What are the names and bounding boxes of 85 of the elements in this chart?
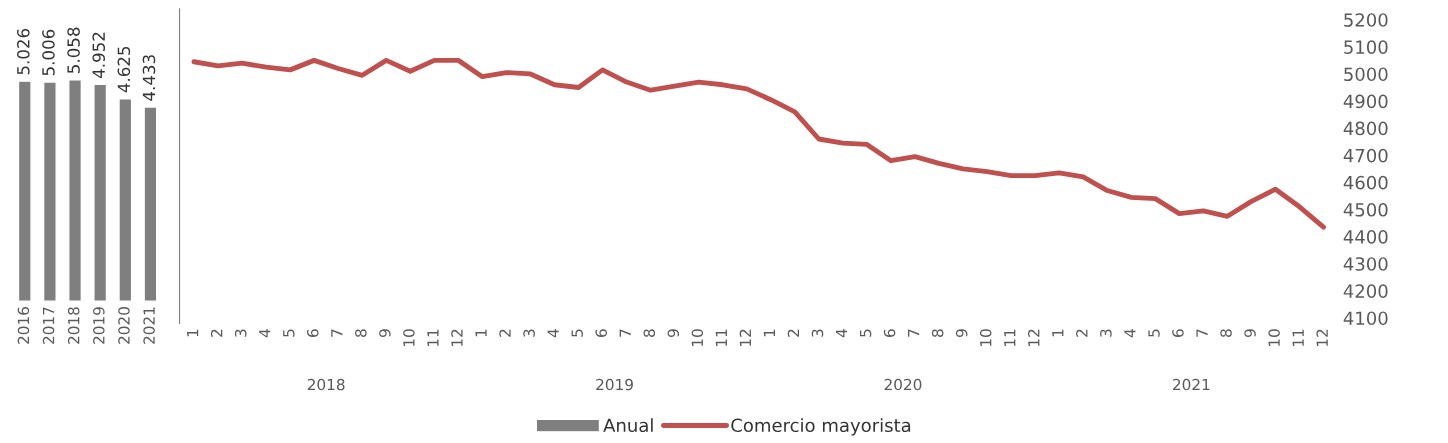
bar — [93, 83, 108, 302]
x-tick-label: 6 — [883, 329, 896, 337]
x-tick-label: 8 — [1220, 329, 1232, 337]
x-tick-label: 4 — [547, 329, 559, 338]
x-tick-label: 12 — [1028, 329, 1040, 347]
x-tick-label: 2021 — [143, 307, 155, 344]
x-tick-label: 11 — [1004, 329, 1016, 347]
x-tick-label: 8 — [643, 329, 656, 337]
bar — [42, 81, 57, 302]
y-tick-label: 4400 — [1343, 230, 1388, 244]
data-label: 4.952 — [92, 32, 106, 79]
x-tick-label: 3 — [234, 329, 247, 337]
x-tick-label: 12 — [451, 329, 463, 347]
x-tick-label: 3 — [811, 329, 824, 337]
y-tick-label: 4800 — [1343, 121, 1388, 136]
x-tick-label: 4 — [259, 329, 271, 338]
x-tick-label: 3 — [523, 329, 535, 337]
x-tick-label: 5 — [1148, 329, 1160, 337]
x-tick-label: 9 — [379, 329, 391, 338]
x-tick-label: 10 — [403, 329, 415, 347]
text: 2021 — [1173, 378, 1210, 391]
line-series — [191, 57, 1326, 230]
data-label: 4.625 — [117, 46, 131, 93]
data-label: 5.006 — [42, 29, 55, 76]
x-tick-label: 2017 — [42, 307, 55, 344]
x-tick-label: 1 — [1052, 329, 1064, 337]
data-label: 5.058 — [67, 27, 80, 73]
y-tick-label: 4600 — [1343, 175, 1388, 190]
y-tick-label: 4200 — [1343, 284, 1388, 298]
bar — [118, 98, 133, 302]
y-tick-label: 4900 — [1343, 94, 1388, 109]
y-tick-label: 4300 — [1343, 257, 1388, 271]
x-tick-label: 7 — [331, 329, 343, 337]
bar — [68, 79, 83, 302]
x-tick-label: 10 — [691, 329, 704, 347]
y-tick-label: 4700 — [1343, 148, 1388, 163]
x-tick-label: 12 — [739, 329, 751, 347]
x-tick-label: 2 — [787, 329, 800, 337]
data-label: 5.026 — [17, 28, 30, 75]
text: 2020 — [884, 378, 922, 391]
x-tick-label: 5 — [859, 329, 872, 337]
x-tick-label: 7 — [1196, 329, 1208, 337]
legend-label: Anual — [603, 418, 653, 433]
x-tick-label: 2 — [1076, 329, 1088, 337]
x-tick-label: 5 — [571, 329, 583, 337]
x-tick-label: 11 — [715, 329, 727, 347]
x-tick-label: 4 — [835, 329, 848, 338]
x-tick-label: 2 — [499, 329, 511, 337]
x-tick-label: 10 — [1268, 329, 1280, 347]
x-tick-label: 6 — [595, 329, 607, 337]
x-tick-label: 1 — [763, 329, 775, 337]
x-tick-label: 8 — [931, 329, 944, 337]
y-tick-label: 5000 — [1344, 67, 1388, 82]
x-tick-label: 8 — [355, 329, 367, 337]
x-tick-label: 7 — [619, 329, 631, 337]
x-tick-label: 11 — [427, 329, 439, 347]
x-tick-label: 12 — [1316, 329, 1328, 347]
x-tick-label: 2016 — [17, 307, 30, 344]
x-tick-label: 11 — [1292, 329, 1304, 347]
y-tick-label: 4500 — [1343, 202, 1388, 217]
x-tick-label: 2019 — [93, 307, 105, 344]
text: 2018 — [307, 378, 345, 391]
x-tick-label: 7 — [908, 329, 920, 337]
x-tick-label: 4 — [1124, 329, 1136, 338]
text: 2019 — [596, 378, 633, 391]
legend-label: Comercio mayorista — [731, 418, 911, 436]
x-tick-label: 5 — [283, 329, 295, 337]
x-tick-label: 9 — [667, 329, 680, 338]
x-tick-label: 3 — [1100, 329, 1112, 337]
x-tick-label: 2 — [210, 329, 223, 337]
x-tick-label: 10 — [979, 329, 992, 347]
x-tick-label: 9 — [1244, 329, 1256, 338]
x-tick-label: 6 — [1172, 329, 1184, 337]
x-tick-label: 6 — [307, 329, 319, 337]
y-tick-label: 5200 — [1344, 13, 1388, 27]
data-label: 4.433 — [142, 55, 156, 101]
bar — [17, 80, 32, 302]
x-tick-label: 2020 — [118, 307, 130, 344]
x-tick-label: 1 — [475, 329, 487, 337]
x-tick-label: 1 — [187, 329, 199, 337]
y-tick-label: 4100 — [1343, 311, 1388, 326]
bar — [143, 106, 158, 302]
y-tick-label: 5100 — [1344, 40, 1388, 54]
x-tick-label: 2018 — [67, 307, 80, 344]
x-tick-label: 9 — [955, 329, 968, 338]
